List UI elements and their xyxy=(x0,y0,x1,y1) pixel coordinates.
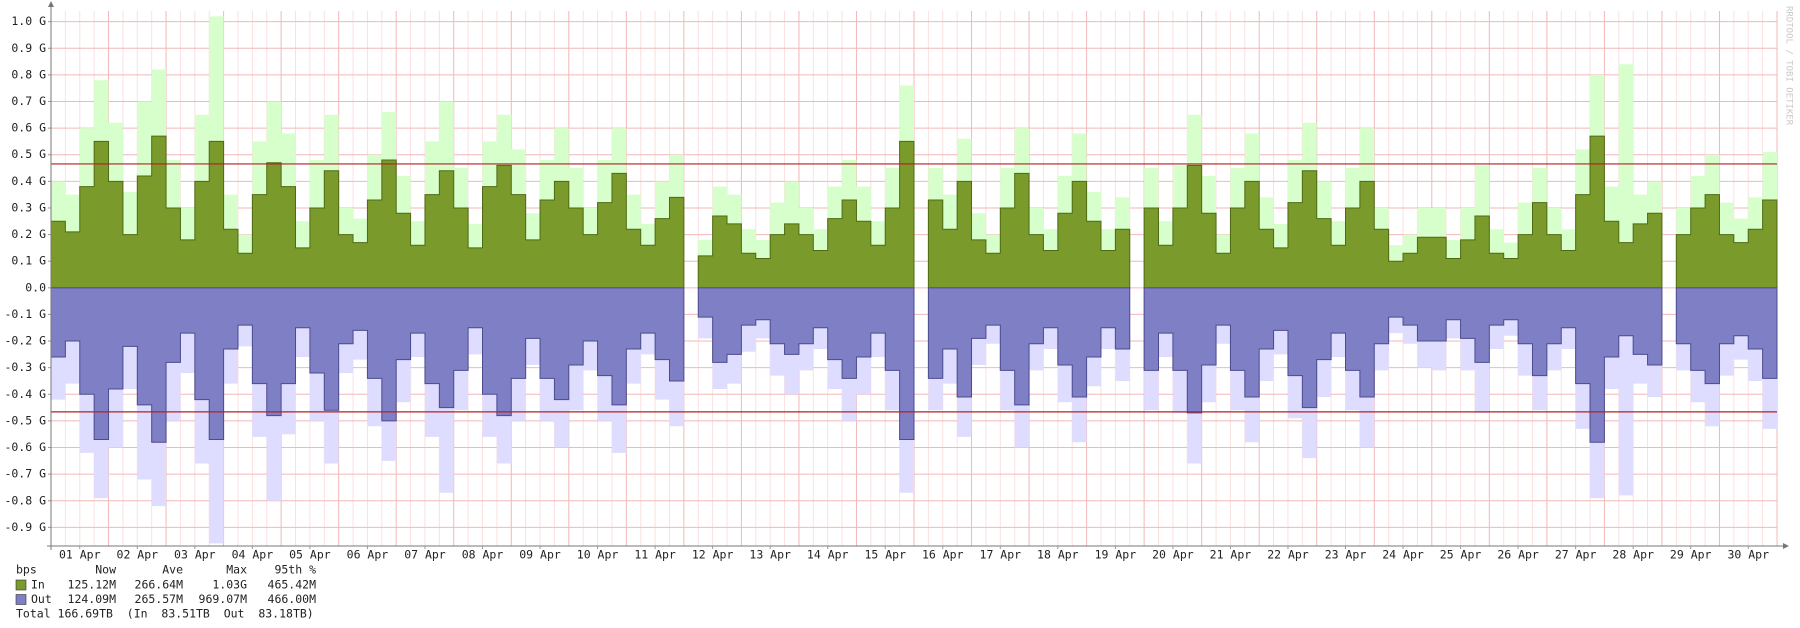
x-tick-label: 05 Apr xyxy=(289,548,331,562)
x-tick-label: 23 Apr xyxy=(1325,548,1367,562)
y-axis-arrow xyxy=(48,1,54,7)
y-tick-label: 0.4 G xyxy=(11,174,46,188)
x-tick-label: 02 Apr xyxy=(117,548,159,562)
y-tick-label: 0.2 G xyxy=(11,227,46,241)
x-tick-label: 18 Apr xyxy=(1037,548,1079,562)
x-tick-label: 09 Apr xyxy=(519,548,561,562)
x-tick-label: 15 Apr xyxy=(864,548,906,562)
x-tick-label: 04 Apr xyxy=(232,548,274,562)
legend-label: Out xyxy=(31,592,52,606)
legend-header: Ave xyxy=(162,563,183,577)
x-tick-label: 07 Apr xyxy=(404,548,446,562)
x-tick-label: 29 Apr xyxy=(1670,548,1712,562)
y-tick-label: -0.5 G xyxy=(4,413,46,427)
y-tick-label: 0.9 G xyxy=(11,41,46,55)
x-tick-label: 21 Apr xyxy=(1210,548,1252,562)
y-tick-label: -0.7 G xyxy=(4,467,46,481)
avg-area xyxy=(50,135,1778,289)
x-tick-label: 22 Apr xyxy=(1267,548,1309,562)
y-tick-label: 0.7 G xyxy=(11,94,46,108)
x-tick-label: 30 Apr xyxy=(1727,548,1769,562)
x-tick-label: 12 Apr xyxy=(692,548,734,562)
x-tick-label: 25 Apr xyxy=(1440,548,1482,562)
x-tick-label: 20 Apr xyxy=(1152,548,1194,562)
y-tick-label: 1.0 G xyxy=(11,14,46,28)
legend-value: 266.64M xyxy=(135,578,184,592)
legend-swatch xyxy=(15,594,27,605)
x-tick-label: 17 Apr xyxy=(980,548,1022,562)
x-tick-label: 06 Apr xyxy=(347,548,389,562)
avg-area xyxy=(50,287,1778,443)
x-tick-label: 01 Apr xyxy=(59,548,101,562)
legend-header: Now xyxy=(95,563,116,577)
legend-value: 125.12M xyxy=(68,578,117,592)
x-tick-label: 14 Apr xyxy=(807,548,849,562)
legend-value: 124.09M xyxy=(68,592,117,606)
x-tick-label: 19 Apr xyxy=(1095,548,1137,562)
y-tick-label: 0.8 G xyxy=(11,67,46,81)
x-tick-label: 26 Apr xyxy=(1497,548,1539,562)
x-axis-arrow xyxy=(1783,543,1789,549)
watermark: RRDTOOL / TOBI OETIKER xyxy=(1784,6,1794,126)
legend-value: 466.00M xyxy=(268,592,317,606)
x-tick-label: 13 Apr xyxy=(749,548,791,562)
y-tick-label: -0.6 G xyxy=(4,440,46,454)
legend-value: 265.57M xyxy=(135,592,184,606)
legend-header: bps xyxy=(16,563,37,577)
y-tick-label: 0.0 xyxy=(25,280,46,294)
legend-value: 465.42M xyxy=(268,578,317,592)
legend-value: 1.03G xyxy=(212,578,247,592)
y-tick-label: 0.6 G xyxy=(11,121,46,135)
x-tick-label: 16 Apr xyxy=(922,548,964,562)
y-tick-label: 0.1 G xyxy=(11,254,46,268)
y-tick-label: -0.4 G xyxy=(4,387,46,401)
legend-header: 95th % xyxy=(274,563,316,577)
legend-header: Max xyxy=(226,563,247,577)
y-tick-label: 0.5 G xyxy=(11,147,46,161)
x-tick-label: 28 Apr xyxy=(1612,548,1654,562)
x-tick-label: 27 Apr xyxy=(1555,548,1597,562)
x-tick-label: 10 Apr xyxy=(577,548,619,562)
x-tick-label: 08 Apr xyxy=(462,548,504,562)
x-tick-label: 11 Apr xyxy=(634,548,676,562)
legend-label: In xyxy=(31,578,45,592)
legend-value: 969.07M xyxy=(199,592,248,606)
x-tick-label: 03 Apr xyxy=(174,548,216,562)
y-tick-label: -0.9 G xyxy=(4,520,46,534)
y-tick-label: -0.2 G xyxy=(4,334,46,348)
legend-total: Total 166.69TB (In 83.51TB Out 83.18TB) xyxy=(16,607,314,621)
y-tick-label: -0.3 G xyxy=(4,360,46,374)
y-tick-label: -0.8 G xyxy=(4,493,46,507)
legend-swatch xyxy=(15,579,27,591)
y-tick-label: 0.3 G xyxy=(11,200,46,214)
x-tick-label: 24 Apr xyxy=(1382,548,1424,562)
y-tick-label: -0.1 G xyxy=(4,307,46,321)
